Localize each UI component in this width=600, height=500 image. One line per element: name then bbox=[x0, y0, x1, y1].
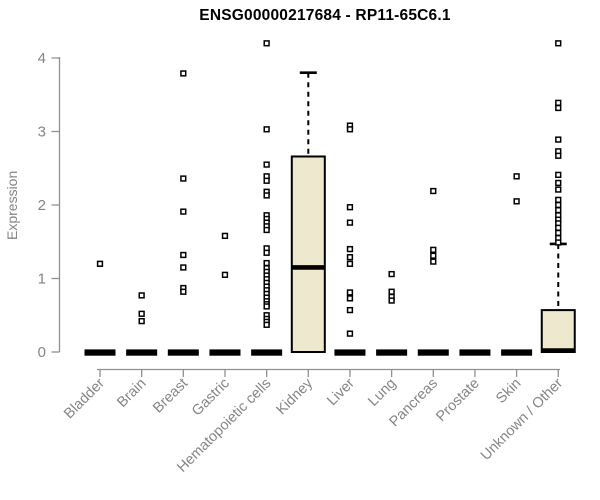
outlier-point-hematopoietic-cells bbox=[263, 249, 270, 256]
outlier-point-unknown-other bbox=[555, 136, 562, 143]
outlier-point-pancreas bbox=[430, 258, 437, 265]
outlier-point-unknown-other bbox=[555, 171, 562, 179]
outlier-point-unknown-other bbox=[555, 229, 562, 237]
outlier-point-unknown-other bbox=[555, 186, 562, 193]
outlier-point-unknown-other bbox=[555, 152, 562, 159]
box-unknown-other bbox=[540, 309, 576, 354]
category-label-prostate: Prostate bbox=[433, 376, 482, 425]
outlier-point-gastric bbox=[221, 232, 229, 240]
outlier-point-lung bbox=[388, 270, 395, 278]
category-label-liver: Liver bbox=[324, 375, 358, 409]
outlier-point-unknown-other bbox=[555, 99, 562, 106]
outlier-point-hematopoietic-cells bbox=[263, 40, 270, 47]
outlier-point-breast bbox=[180, 208, 187, 215]
outlier-point-unknown-other bbox=[555, 104, 562, 112]
category-label-lung: Lung bbox=[365, 376, 399, 410]
outlier-point-unknown-other bbox=[555, 206, 562, 214]
category-label-breast: Breast bbox=[150, 376, 191, 417]
collapsed-box-lung bbox=[376, 349, 408, 356]
outlier-point-liver bbox=[346, 295, 354, 302]
outlier-point-brain bbox=[138, 310, 145, 317]
chart-title: ENSG00000217684 - RP11-65C6.1 bbox=[199, 7, 451, 24]
outlier-point-liver bbox=[346, 306, 354, 314]
outlier-point-liver bbox=[346, 254, 354, 261]
outlier-point-breast bbox=[180, 288, 187, 295]
outlier-point-lung bbox=[388, 288, 395, 295]
collapsed-box-prostate bbox=[459, 349, 491, 356]
outlier-point-breast bbox=[180, 264, 187, 271]
outlier-point-brain bbox=[138, 292, 145, 299]
collapsed-box-skin bbox=[501, 349, 533, 356]
y-tick-label: 3 bbox=[38, 124, 46, 141]
outlier-point-liver bbox=[346, 330, 354, 337]
category-label-brain: Brain bbox=[114, 376, 149, 411]
y-tick-label: 1 bbox=[38, 271, 46, 288]
outlier-point-hematopoietic-cells bbox=[263, 259, 270, 267]
outlier-point-skin bbox=[513, 173, 520, 180]
outlier-point-hematopoietic-cells bbox=[263, 126, 270, 133]
collapsed-box-gastric bbox=[209, 349, 241, 356]
box-kidney bbox=[290, 155, 326, 353]
category-label-kidney: Kidney bbox=[273, 375, 316, 418]
outlier-point-skin bbox=[513, 198, 520, 205]
outlier-point-hematopoietic-cells bbox=[263, 226, 270, 234]
collapsed-box-brain bbox=[126, 349, 158, 356]
outlier-point-pancreas bbox=[430, 252, 437, 259]
outlier-point-liver bbox=[346, 219, 354, 226]
outlier-point-hematopoietic-cells bbox=[263, 177, 270, 184]
outlier-point-hematopoietic-cells bbox=[263, 192, 270, 199]
outlier-point-liver bbox=[346, 245, 354, 253]
outlier-point-unknown-other bbox=[555, 201, 562, 209]
y-tick-label: 4 bbox=[38, 50, 46, 67]
outlier-point-unknown-other bbox=[555, 179, 562, 187]
collapsed-box-liver bbox=[334, 349, 366, 356]
outlier-point-pancreas bbox=[430, 246, 437, 253]
category-label-skin: Skin bbox=[493, 376, 524, 407]
outlier-point-gastric bbox=[221, 271, 229, 278]
outlier-point-unknown-other bbox=[555, 40, 562, 47]
outlier-point-hematopoietic-cells bbox=[263, 321, 270, 328]
collapsed-box-pancreas bbox=[417, 349, 449, 356]
collapsed-box-breast bbox=[167, 349, 199, 356]
outlier-point-breast bbox=[180, 70, 187, 77]
outlier-point-lung bbox=[388, 297, 395, 304]
category-label-bladder: Bladder bbox=[61, 375, 108, 422]
outlier-point-hematopoietic-cells bbox=[263, 161, 270, 168]
y-tick-label: 2 bbox=[38, 197, 46, 214]
y-tick-label: 0 bbox=[38, 344, 46, 361]
outlier-point-bladder bbox=[96, 260, 104, 267]
outlier-point-unknown-other bbox=[555, 224, 562, 231]
outlier-point-brain bbox=[138, 317, 145, 325]
outlier-point-breast bbox=[180, 175, 187, 182]
outlier-point-pancreas bbox=[430, 187, 437, 195]
outlier-point-liver bbox=[346, 260, 354, 267]
outlier-point-unknown-other bbox=[555, 239, 562, 246]
outlier-point-unknown-other bbox=[555, 196, 562, 204]
collapsed-box-bladder bbox=[84, 349, 116, 356]
outlier-point-liver bbox=[346, 126, 354, 133]
outlier-point-hematopoietic-cells bbox=[263, 303, 270, 310]
outlier-point-liver bbox=[346, 289, 354, 296]
collapsed-box-hematopoietic-cells bbox=[251, 349, 283, 356]
outlier-point-liver bbox=[346, 204, 354, 211]
outlier-point-breast bbox=[180, 251, 187, 259]
